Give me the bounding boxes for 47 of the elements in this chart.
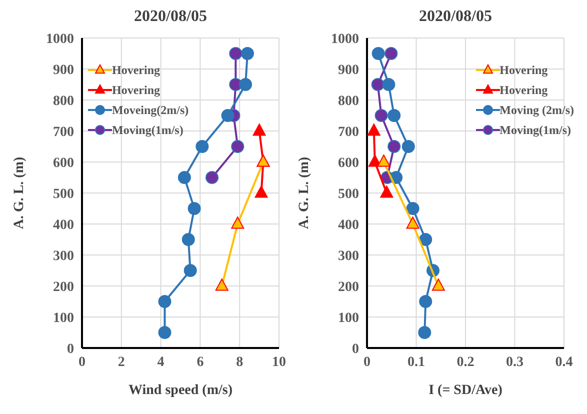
x-tick-label: 2 [118,354,125,370]
x-axis-title: Wind speed (m/s) [128,383,233,398]
chart-title: 2020/08/05 [418,8,493,27]
y-tick-label: 0 [67,342,74,357]
y-tick-label: 500 [53,186,74,202]
legend-label: Moving (2m/s) [500,102,574,118]
y-tick-label: 300 [53,248,74,264]
legend-label: Moving(1m/s) [112,122,184,138]
legend-label: Hovering [112,82,160,98]
y-tick-label: 900 [53,62,74,78]
legend-label: Moveing(2m/s) [112,102,189,118]
legend-label: Moving(1m/s) [500,122,571,138]
legend-label: Hovering [500,62,548,78]
x-tick-label: 0.2 [456,354,474,370]
x-tick-label: 0 [78,354,86,370]
y-tick-label: 600 [53,156,74,171]
y-tick-label: 1000 [331,32,359,47]
y-tick-label: 0 [352,342,359,357]
x-tick-label: 0.4 [555,354,573,370]
y-tick-label: 200 [338,280,359,295]
y-tick-label: 300 [338,248,359,264]
x-tick-label: 8 [236,354,244,370]
legend-label: Hovering [500,82,548,98]
y-tick-label: 100 [338,310,359,326]
y-tick-label: 700 [53,124,74,140]
y-tick-label: 1000 [46,32,74,47]
y-tick-label: 700 [338,124,359,140]
x-tick-label: 6 [196,354,204,370]
y-tick-label: 500 [338,186,359,202]
y-tick-label: 800 [338,94,359,109]
x-tick-label: 0.1 [408,354,425,370]
y-tick-label: 100 [53,310,74,326]
y-tick-label: 900 [338,62,359,78]
y-tick-label: 400 [53,218,74,233]
x-tick-label: 10 [272,354,286,370]
x-axis-title: I (= SD/Ave) [428,383,503,398]
legend-label: Hovering [112,62,160,78]
y-tick-label: 600 [338,156,359,171]
y-tick-label: 400 [338,218,359,233]
y-tick-label: 800 [53,94,74,109]
y-axis-title: A. G. L. (m) [12,156,27,230]
chart-title: 2020/08/05 [133,8,208,27]
y-axis-title: A. G. L. (m) [296,156,312,230]
y-tick-label: 200 [53,280,74,295]
x-tick-label: 0.3 [506,354,524,370]
x-tick-label: 0 [364,354,370,370]
x-tick-label: 4 [157,354,164,370]
